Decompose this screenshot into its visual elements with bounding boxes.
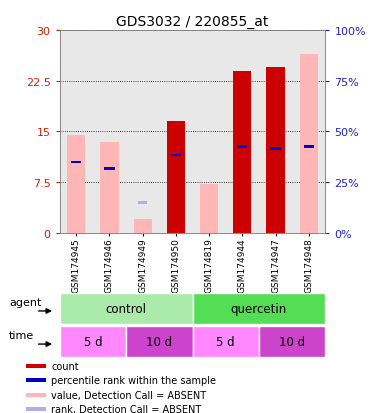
Bar	[26, 378, 46, 382]
Bar	[259, 326, 325, 357]
Bar	[60, 293, 192, 324]
Title: GDS3032 / 220855_at: GDS3032 / 220855_at	[116, 14, 269, 28]
Bar	[100, 142, 119, 233]
Bar	[167, 122, 185, 233]
Bar	[271, 148, 281, 150]
Bar	[26, 407, 46, 411]
Bar	[60, 326, 126, 357]
Bar	[200, 185, 218, 233]
Text: 5 d: 5 d	[216, 335, 235, 348]
Text: quercetin: quercetin	[231, 302, 287, 315]
Text: 10 d: 10 d	[279, 335, 305, 348]
Bar	[192, 326, 259, 357]
Text: percentile rank within the sample: percentile rank within the sample	[51, 375, 216, 385]
Bar	[304, 146, 314, 148]
Bar	[126, 326, 192, 357]
Bar	[104, 168, 114, 171]
Bar	[266, 68, 285, 233]
Bar	[67, 135, 85, 233]
Bar	[138, 202, 147, 204]
Bar	[134, 220, 152, 233]
Text: 5 d: 5 d	[84, 335, 102, 348]
Bar	[171, 154, 181, 157]
Text: 10 d: 10 d	[146, 335, 172, 348]
Text: control: control	[105, 302, 147, 315]
Bar	[26, 393, 46, 396]
Text: count: count	[51, 361, 79, 371]
Bar	[26, 364, 46, 368]
Text: time: time	[9, 330, 34, 340]
Text: agent: agent	[9, 297, 41, 307]
Bar	[71, 161, 81, 164]
Bar	[237, 146, 247, 148]
Text: value, Detection Call = ABSENT: value, Detection Call = ABSENT	[51, 390, 206, 400]
Text: rank, Detection Call = ABSENT: rank, Detection Call = ABSENT	[51, 404, 201, 413]
Bar	[233, 71, 251, 233]
Bar	[300, 55, 318, 233]
Bar	[192, 293, 325, 324]
